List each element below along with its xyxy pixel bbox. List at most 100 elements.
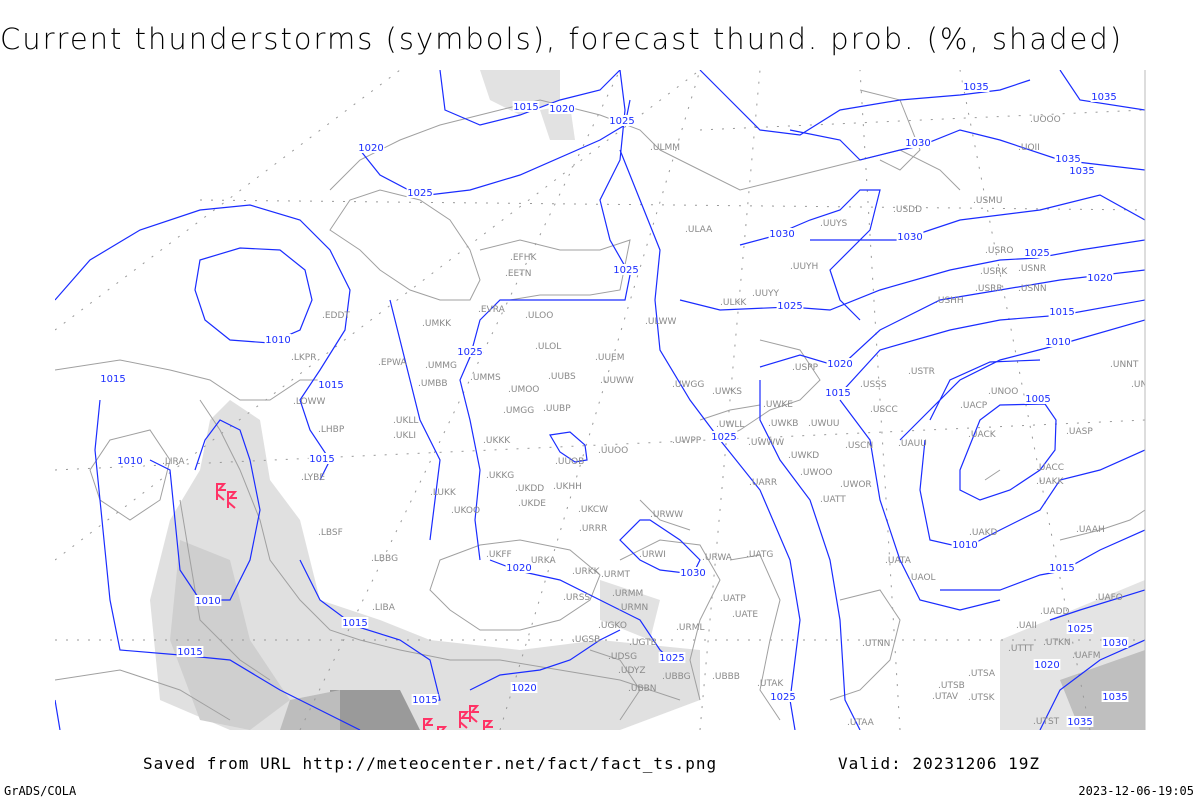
station-label: .UBBG: [662, 672, 691, 682]
coastline: [55, 359, 320, 401]
station-label: .USCC: [870, 405, 898, 415]
coastline: [199, 399, 361, 641]
isobar-label-bg: [1048, 562, 1076, 573]
station-label: .UUOO: [598, 446, 628, 456]
isobar-label: 1015: [1049, 563, 1074, 574]
station-label: .EDDT: [322, 311, 350, 321]
isobar-label: 1025: [457, 347, 482, 358]
station-label: .ULWW: [645, 317, 677, 327]
station-label: .URSS: [563, 593, 590, 603]
station-label: .UATP: [720, 594, 746, 604]
station-label: .UKLI: [393, 431, 416, 441]
probability-shade-area: [150, 400, 700, 730]
graticule-line: [859, 70, 901, 730]
station-label: .UTKN: [1043, 638, 1071, 648]
isobar-label-bg: [962, 81, 990, 92]
station-label: .USRK: [980, 267, 1008, 277]
isobar-label: 1025: [1024, 248, 1049, 259]
isobar-label: 1010: [117, 456, 142, 467]
station-label: .USNR: [1018, 264, 1046, 274]
station-label: .URMN: [618, 603, 648, 613]
coastline: [329, 189, 481, 301]
isobar-label: 1035: [1055, 154, 1080, 165]
station-label: .UWPP: [672, 436, 702, 446]
isobar-label: 1015: [342, 618, 367, 629]
station-label: .UTSB: [938, 681, 965, 691]
station-label: .UGKO: [598, 621, 627, 631]
isobar-label-bg: [710, 431, 738, 442]
isobar-label-bg: [951, 539, 979, 550]
station-label: .ULOO: [525, 311, 553, 321]
isobar-label-bg: [1044, 336, 1072, 347]
station-label: .UATA: [885, 556, 912, 566]
isobar-label: 1035: [1067, 717, 1092, 728]
station-label: .USTR: [908, 367, 935, 377]
station-label: .UOOO: [1030, 115, 1061, 125]
station-label: .USRR: [975, 284, 1003, 294]
isobar-label: 1015: [513, 102, 538, 113]
isobar-line: [619, 149, 801, 730]
isobar-label-bg: [510, 682, 538, 693]
station-label: .UAII: [1016, 621, 1037, 631]
station-label: .UADD: [1040, 607, 1070, 617]
isobar-line: [359, 99, 631, 197]
station-label: .URMM: [612, 589, 643, 599]
coastline: [659, 149, 961, 191]
isobar-label: 1030: [897, 232, 922, 243]
station-label: .UTST: [1033, 717, 1060, 727]
coastline: [984, 469, 1001, 481]
isobar-line: [1039, 639, 1145, 730]
station-label: .USCN: [845, 441, 873, 451]
coastline: [639, 499, 691, 531]
isobar-line: [55, 699, 61, 730]
station-label: .UWOR: [840, 480, 872, 490]
probability-shade-area: [480, 70, 560, 115]
station-label: .UGSB: [572, 635, 600, 645]
station-label: .UNOO: [988, 387, 1018, 397]
graticule-line: [299, 70, 621, 730]
station-label: .UTSA: [968, 669, 996, 679]
isobar-label: 1035: [1091, 92, 1116, 103]
isobar-line: [149, 419, 261, 601]
station-label: .ULOL: [535, 342, 561, 352]
isobar-label-bg: [1090, 91, 1118, 102]
isobar-label-bg: [406, 187, 434, 198]
station-label: .UTAK: [757, 679, 784, 689]
isobar-label-bg: [776, 300, 804, 311]
station-labels: .ULMM .ULAA .EFHK .EETN .EVRA .ULOO .EDDT .UMKK…: [162, 115, 1145, 728]
station-label: .UTAV: [932, 692, 959, 702]
station-label: .UKCW: [578, 505, 608, 515]
station-label: .URWW: [650, 510, 683, 520]
isobar-label: 1025: [613, 265, 638, 276]
isobar-label: 1020: [1087, 273, 1112, 284]
source-url-text: Saved from URL http://meteocenter.net/fa…: [143, 754, 718, 773]
isobar-label-bg: [357, 142, 385, 153]
coastline: [479, 239, 631, 301]
station-label: .UMOO: [508, 385, 539, 395]
isobar-label-bg: [116, 455, 144, 466]
station-label: .UUOB: [555, 457, 584, 467]
probability-shade-area: [330, 690, 420, 730]
station-label: .UWKS: [712, 387, 742, 397]
station-label: .UOII: [1018, 143, 1040, 153]
station-label: .UUEM: [595, 353, 625, 363]
station-label: .UACP: [960, 401, 988, 411]
station-label: .UKKK: [483, 436, 511, 446]
station-label: .USRO: [985, 246, 1014, 256]
isobar-label-bg: [904, 137, 932, 148]
station-label: .ULMM: [650, 143, 680, 153]
isobar-label: 1025: [711, 432, 736, 443]
coastline: [699, 404, 761, 421]
station-label: .EETN: [505, 269, 531, 279]
generated-timestamp: 2023-12-06-19:05: [1078, 784, 1194, 798]
station-label: .UWWW: [748, 438, 784, 448]
station-label: .ULAA: [685, 225, 713, 235]
station-label: .UKOO: [451, 506, 480, 516]
station-label: .UUYS: [820, 219, 848, 229]
coastline: [359, 639, 681, 701]
thunderstorm-icon: [423, 718, 434, 730]
station-label: .USPP: [792, 363, 819, 373]
station-label: .ULKK: [720, 298, 747, 308]
isobar-label: 1035: [1102, 692, 1127, 703]
isobar-label-bg: [679, 567, 707, 578]
